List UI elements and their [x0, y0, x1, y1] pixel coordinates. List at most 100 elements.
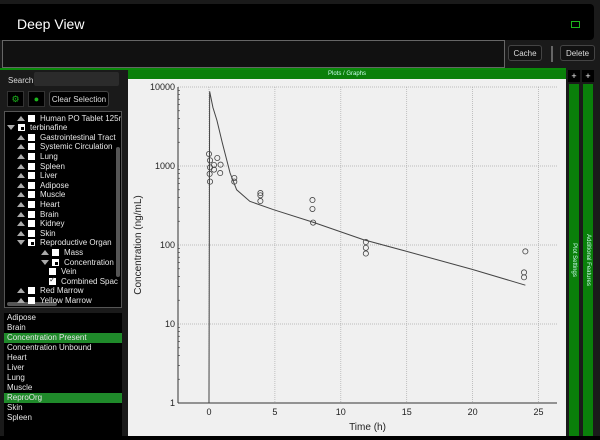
- checkbox[interactable]: [28, 172, 35, 180]
- tree-item-label: Gastrointestinal Tract: [40, 132, 116, 142]
- collapse-arrow-icon[interactable]: [41, 259, 49, 265]
- tree-item[interactable]: Combined Spac: [49, 275, 118, 286]
- checkbox[interactable]: [28, 133, 35, 141]
- toggle-green-icon[interactable]: ●: [28, 91, 45, 107]
- list-item[interactable]: Concentration Present: [4, 333, 122, 343]
- tree-item[interactable]: Reproductive Organ: [17, 238, 112, 248]
- checkbox[interactable]: [52, 258, 59, 266]
- tree-view[interactable]: Human PO Tablet 125n terbinafine Gastroint…: [4, 111, 122, 308]
- checkbox[interactable]: [28, 114, 35, 122]
- divider: [0, 68, 566, 70]
- checkbox[interactable]: [28, 296, 35, 304]
- search-input[interactable]: [34, 72, 119, 86]
- checkbox[interactable]: [28, 191, 35, 199]
- additional-features-tab[interactable]: Additional Features: [583, 84, 593, 436]
- expand-arrow-icon[interactable]: [17, 201, 25, 207]
- y-tick-label: 10: [165, 319, 175, 329]
- expand-arrow-icon[interactable]: [17, 288, 25, 294]
- tree-item[interactable]: Vein: [49, 267, 77, 277]
- expand-plot-settings-button[interactable]: +: [568, 70, 580, 82]
- add-green-icon[interactable]: ⚙: [7, 91, 24, 107]
- checkbox[interactable]: [28, 162, 35, 170]
- checkbox[interactable]: [28, 287, 35, 295]
- checkbox[interactable]: [49, 275, 56, 285]
- observed-point: [207, 178, 214, 185]
- checkbox[interactable]: [18, 124, 25, 132]
- delete-button[interactable]: Delete: [560, 45, 595, 61]
- expand-arrow-icon[interactable]: [17, 221, 25, 227]
- observed-point: [206, 170, 213, 177]
- divider: [551, 46, 553, 62]
- collapse-arrow-icon[interactable]: [7, 125, 15, 131]
- tree-item[interactable]: Human PO Tablet 125n: [17, 113, 121, 123]
- checkbox[interactable]: [28, 200, 35, 208]
- checkbox[interactable]: [49, 268, 56, 276]
- tree-item[interactable]: Lung: [17, 151, 58, 161]
- list-item[interactable]: Skin: [7, 403, 23, 412]
- clear-selection-button[interactable]: Clear Selection: [49, 91, 109, 107]
- checkbox[interactable]: [28, 239, 35, 247]
- checkbox[interactable]: [28, 229, 35, 237]
- observed-point: [257, 198, 264, 205]
- expand-arrow-icon[interactable]: [17, 115, 25, 121]
- checkbox[interactable]: [28, 220, 35, 228]
- list-item[interactable]: Heart: [7, 353, 27, 362]
- expand-arrow-icon[interactable]: [17, 192, 25, 198]
- tree-item[interactable]: terbinafine: [7, 123, 67, 133]
- title-bar: [0, 4, 594, 40]
- expand-arrow-icon[interactable]: [17, 230, 25, 236]
- plot-settings-tab[interactable]: Plot Settings: [569, 84, 579, 436]
- expand-arrow-icon[interactable]: [17, 144, 25, 150]
- horizontal-scrollbar[interactable]: [7, 302, 57, 306]
- tree-item[interactable]: Systemic Circulation: [17, 142, 112, 152]
- property-list[interactable]: Adipose Brain Concentration Present Concent…: [4, 313, 122, 436]
- y-tick-label: 1000: [155, 161, 175, 171]
- cache-button[interactable]: Cache: [508, 45, 542, 61]
- tree-item[interactable]: Heart: [17, 199, 60, 209]
- checkbox[interactable]: [28, 210, 35, 218]
- tree-item[interactable]: Liver: [17, 171, 57, 181]
- tree-item[interactable]: Kidney: [17, 219, 64, 229]
- command-input[interactable]: [2, 40, 505, 68]
- vertical-scrollbar[interactable]: [116, 147, 120, 277]
- tree-item[interactable]: Red Marrow: [17, 286, 84, 296]
- expand-arrow-icon[interactable]: [17, 297, 25, 303]
- tree-item[interactable]: Spleen: [17, 161, 65, 171]
- checkbox[interactable]: [28, 152, 35, 160]
- tree-item[interactable]: Yellow Marrow: [17, 295, 92, 305]
- y-tick-label: 100: [160, 240, 175, 250]
- expand-arrow-icon[interactable]: [17, 173, 25, 179]
- list-item[interactable]: Spleen: [7, 413, 32, 422]
- expand-arrow-icon[interactable]: [17, 182, 25, 188]
- expand-arrow-icon[interactable]: [17, 153, 25, 159]
- popout-icon[interactable]: [571, 21, 580, 28]
- checkbox[interactable]: [52, 248, 59, 256]
- list-item[interactable]: Muscle: [7, 383, 33, 392]
- tree-item-label: Skin: [40, 228, 56, 238]
- list-item[interactable]: Liver: [7, 363, 25, 372]
- tree-item[interactable]: Mass: [41, 247, 83, 257]
- checkbox[interactable]: [28, 143, 35, 151]
- plot-settings-panel: + Plot Settings: [568, 70, 580, 436]
- list-item[interactable]: Adipose: [7, 313, 36, 322]
- tree-item[interactable]: Adipose: [17, 180, 69, 190]
- tree-item-label: Mass: [64, 247, 84, 257]
- tree-item[interactable]: Concentration: [41, 257, 114, 267]
- list-item[interactable]: Brain: [7, 323, 26, 332]
- expand-arrow-icon[interactable]: [17, 134, 25, 140]
- list-item[interactable]: Lung: [7, 373, 25, 382]
- tree-item-label: Heart: [40, 199, 60, 209]
- expand-arrow-icon[interactable]: [17, 211, 25, 217]
- collapse-arrow-icon[interactable]: [17, 240, 25, 246]
- tree-item[interactable]: Brain: [17, 209, 59, 219]
- checkbox[interactable]: [28, 181, 35, 189]
- x-tick-label: 10: [336, 407, 346, 417]
- expand-arrow-icon[interactable]: [17, 163, 25, 169]
- expand-arrow-icon[interactable]: [41, 249, 49, 255]
- tree-item[interactable]: Gastrointestinal Tract: [17, 132, 116, 142]
- expand-additional-features-button[interactable]: +: [582, 70, 594, 82]
- tree-item[interactable]: Muscle: [17, 190, 65, 200]
- list-item[interactable]: Concentration Unbound: [7, 343, 92, 352]
- tree-item[interactable]: Skin: [17, 228, 56, 238]
- list-item[interactable]: ReproOrg: [4, 393, 122, 403]
